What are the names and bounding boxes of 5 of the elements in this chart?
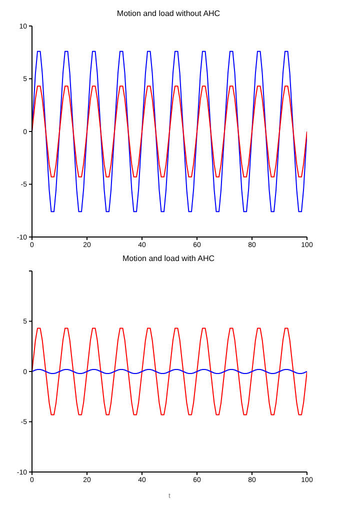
line-series bbox=[32, 50, 307, 212]
chart-title: Motion and load without AHC bbox=[116, 8, 222, 20]
line-series bbox=[32, 86, 307, 178]
chart-title: Motion and load with AHC bbox=[121, 253, 216, 265]
line-series bbox=[32, 328, 307, 416]
